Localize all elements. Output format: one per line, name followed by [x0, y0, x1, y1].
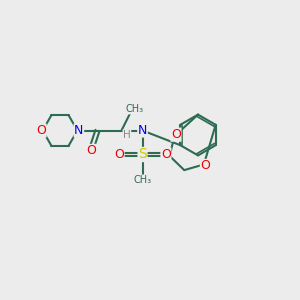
Text: O: O — [114, 148, 124, 161]
Text: O: O — [161, 148, 171, 161]
Text: CH₃: CH₃ — [125, 104, 143, 114]
Text: H: H — [123, 130, 131, 140]
Text: N: N — [74, 124, 84, 137]
Text: O: O — [200, 159, 210, 172]
Text: O: O — [171, 128, 181, 141]
Text: O: O — [36, 124, 46, 137]
Text: S: S — [138, 148, 147, 161]
Text: O: O — [87, 144, 96, 158]
Text: N: N — [138, 124, 147, 137]
Text: CH₃: CH₃ — [134, 175, 152, 185]
